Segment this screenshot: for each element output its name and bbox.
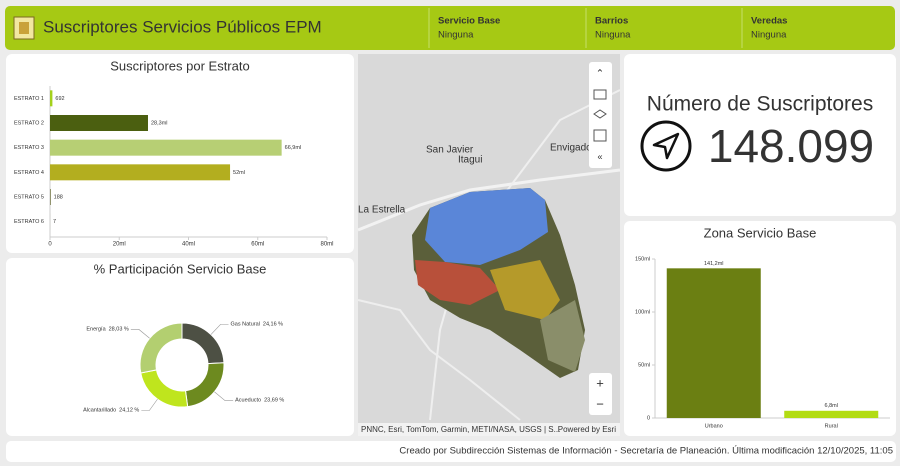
- value-label: 28,3ml: [151, 120, 168, 126]
- x-tick-label: 80ml: [320, 242, 333, 248]
- chart-title: Zona Servicio Base: [704, 225, 817, 240]
- bar: [50, 189, 51, 205]
- attribution-bar: [358, 423, 620, 436]
- y-tick-label: 150ml: [635, 256, 650, 262]
- filter-value[interactable]: Ninguna: [595, 30, 631, 41]
- bar: [50, 115, 148, 131]
- leader-line: [141, 398, 158, 411]
- value-label: 7: [53, 219, 56, 225]
- kpi-icon: [640, 120, 692, 172]
- bar: [50, 90, 53, 107]
- category-label: ESTRATO 3: [14, 145, 44, 151]
- x-tick-label: 20ml: [113, 242, 126, 248]
- filter-value[interactable]: Ninguna: [438, 30, 474, 41]
- map-label: San Javier: [426, 145, 474, 156]
- x-tick-label: 0: [48, 242, 52, 248]
- y-tick-label: 100ml: [635, 309, 650, 315]
- basemap-button[interactable]: [593, 129, 607, 142]
- zoom-out[interactable]: −: [596, 396, 604, 411]
- slice-label: Energía 28,03 %: [86, 327, 129, 333]
- category-label: ESTRATO 4: [14, 170, 44, 176]
- filter-label[interactable]: Barrios: [595, 16, 628, 27]
- filter-label[interactable]: Servicio Base: [438, 16, 500, 27]
- expand-button[interactable]: «: [597, 151, 602, 161]
- map-area: [415, 260, 500, 305]
- logo-mark: [19, 22, 29, 34]
- slice-name: Acueducto: [235, 398, 261, 404]
- slice-value: 23,69 %: [264, 398, 284, 404]
- value-label: 141,2ml: [704, 261, 724, 267]
- slice-value: 24,16 %: [263, 322, 283, 328]
- filter-value[interactable]: Ninguna: [751, 30, 787, 41]
- bar: [784, 410, 879, 418]
- category-label: Rural: [825, 423, 838, 429]
- map-label: La Estrella: [358, 205, 406, 216]
- map-area: [490, 260, 560, 320]
- header-bar: [5, 6, 895, 50]
- legend-button[interactable]: [593, 89, 607, 100]
- donut-slice: [139, 322, 183, 374]
- slice-label: Acueducto 23,69 %: [235, 398, 284, 404]
- map-road: [357, 168, 621, 232]
- category-label: ESTRATO 5: [14, 194, 44, 200]
- value-label: 6,8ml: [825, 403, 838, 409]
- zoom-control: [589, 373, 612, 415]
- slice-name: Gas Natural: [231, 322, 260, 328]
- slice-label: Alcantarillado 24,12 %: [83, 408, 139, 414]
- panel: [6, 258, 354, 436]
- category-label: ESTRATO 2: [14, 120, 44, 126]
- map-label: Envigado: [550, 143, 592, 154]
- category-label: ESTRATO 6: [14, 219, 44, 225]
- header-title: Suscriptores Servicios Públicos EPM: [43, 17, 322, 36]
- layers-button[interactable]: [593, 109, 607, 119]
- footer-bar: [6, 441, 896, 462]
- chart-title: Suscriptores por Estrato: [110, 58, 249, 73]
- slice-name: Alcantarillado: [83, 408, 116, 414]
- value-label: 188: [54, 194, 63, 200]
- category-label: Urbano: [705, 423, 723, 429]
- slice-value: 28,03 %: [109, 327, 129, 333]
- map-area: [425, 188, 548, 265]
- kpi-title: Número de Suscriptores: [647, 93, 873, 116]
- footer-text: Creado por Subdirección Sistemas de Info…: [399, 446, 893, 457]
- value-label: 692: [55, 96, 64, 102]
- map-area: [540, 300, 585, 372]
- kpi-value: 148.099: [708, 120, 874, 172]
- kpi-icon-arrow: [652, 132, 680, 160]
- value-label: 66,9ml: [285, 145, 302, 151]
- zoom-in[interactable]: +: [596, 375, 604, 390]
- leader-line: [210, 324, 229, 335]
- filter-label[interactable]: Veredas: [751, 16, 787, 27]
- x-tick-label: 60ml: [251, 242, 264, 248]
- collapse-button[interactable]: ⌃: [596, 69, 604, 80]
- leader-line: [214, 391, 234, 402]
- leader-line: [130, 329, 150, 339]
- map-road: [357, 299, 521, 421]
- y-tick-label: 0: [647, 415, 650, 421]
- category-label: ESTRATO 1: [14, 96, 44, 102]
- map-powered-by: Powered by Esri: [558, 425, 616, 434]
- bar: [50, 139, 282, 156]
- slice-value: 24,12 %: [119, 408, 139, 414]
- chart-title: % Participación Servicio Base: [94, 261, 267, 276]
- map-label: Itagui: [458, 155, 482, 166]
- bar: [666, 268, 761, 418]
- y-tick-label: 50ml: [638, 362, 650, 368]
- panel: [624, 54, 896, 216]
- value-label: 52ml: [233, 170, 245, 176]
- slice-name: Energía: [86, 327, 106, 333]
- bar: [50, 164, 231, 181]
- x-tick-label: 40ml: [182, 242, 195, 248]
- map-attribution: PNNC, Esri, TomTom, Garmin, METI/NASA, U…: [361, 425, 560, 434]
- slice-label: Gas Natural 24,16 %: [231, 322, 284, 328]
